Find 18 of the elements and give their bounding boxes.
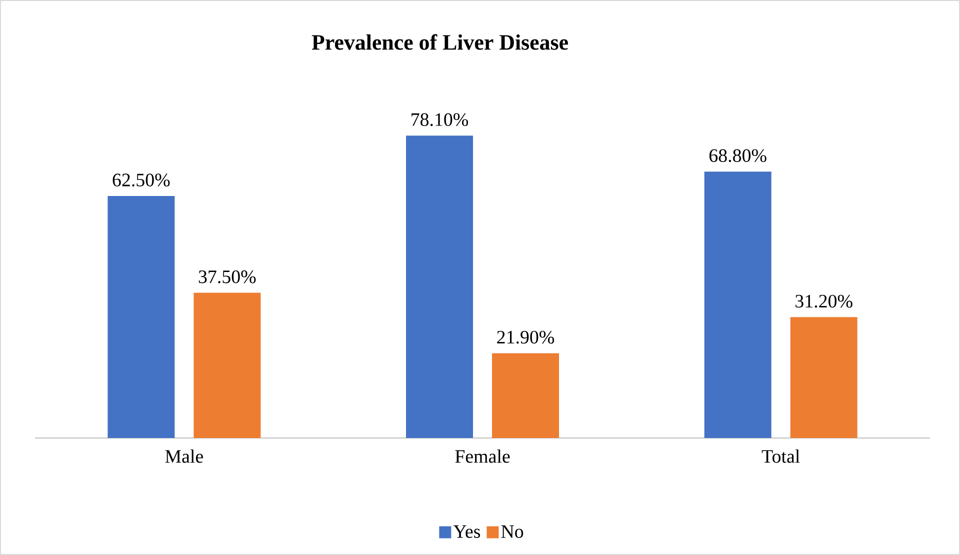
data-label: 31.20% (796, 294, 852, 308)
x-tick-label: Female (455, 450, 510, 463)
data-label: 37.50% (198, 270, 256, 284)
bar (108, 196, 175, 438)
bar (704, 172, 772, 438)
bar (194, 292, 261, 438)
legend-label: Yes (453, 525, 480, 538)
bar (790, 317, 858, 438)
legend-label: No (501, 525, 524, 538)
data-label: 68.80% (709, 149, 766, 162)
data-label: 21.90% (497, 330, 554, 344)
x-tick-label: Total (762, 450, 800, 463)
data-label: 78.10% (412, 113, 468, 126)
bar (492, 353, 560, 438)
chart-title: Prevalence of Liver Disease (312, 34, 568, 50)
x-tick-label: Male (165, 450, 203, 463)
data-label: 62.50% (112, 174, 170, 186)
bar (406, 136, 474, 438)
